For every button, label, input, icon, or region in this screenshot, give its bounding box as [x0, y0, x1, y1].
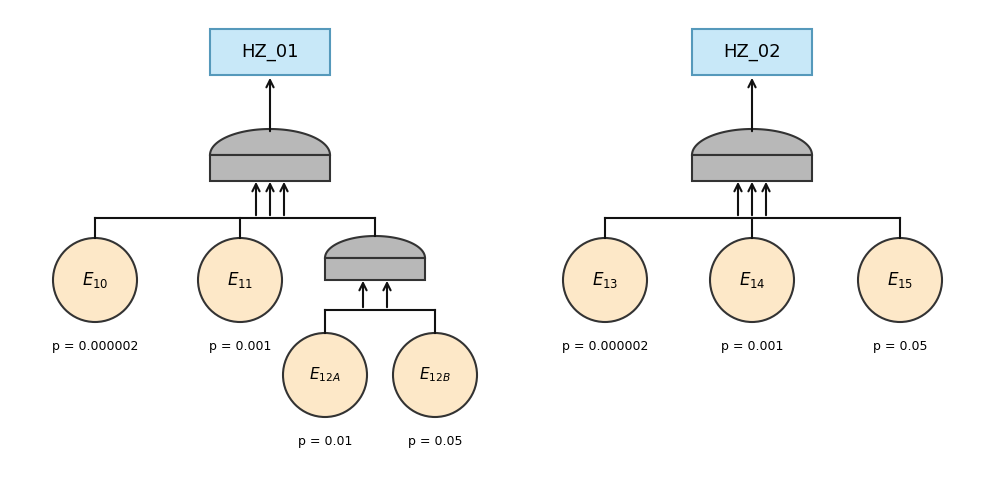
Text: p = 0.05: p = 0.05 — [873, 340, 927, 353]
Text: $E_{10}$: $E_{10}$ — [82, 270, 108, 290]
Polygon shape — [210, 129, 330, 155]
Circle shape — [53, 238, 137, 322]
Circle shape — [858, 238, 942, 322]
Text: p = 0.001: p = 0.001 — [209, 340, 271, 353]
Text: p = 0.000002: p = 0.000002 — [562, 340, 648, 353]
Text: p = 0.01: p = 0.01 — [298, 435, 352, 448]
Text: $E_{11}$: $E_{11}$ — [227, 270, 253, 290]
Text: p = 0.05: p = 0.05 — [408, 435, 462, 448]
Text: $E_{13}$: $E_{13}$ — [591, 270, 618, 290]
Text: $E_{15}$: $E_{15}$ — [887, 270, 913, 290]
Text: p = 0.000002: p = 0.000002 — [52, 340, 138, 353]
Circle shape — [563, 238, 647, 322]
Text: $E_{14}$: $E_{14}$ — [739, 270, 765, 290]
Circle shape — [198, 238, 282, 322]
Bar — [692, 155, 812, 181]
FancyBboxPatch shape — [692, 29, 812, 75]
Bar — [210, 155, 330, 181]
Circle shape — [283, 333, 367, 417]
Text: HZ_02: HZ_02 — [724, 43, 781, 61]
Polygon shape — [325, 236, 425, 258]
Text: $E_{12A}$: $E_{12A}$ — [309, 365, 341, 384]
Text: $E_{12B}$: $E_{12B}$ — [419, 365, 451, 384]
FancyBboxPatch shape — [210, 29, 330, 75]
Bar — [325, 258, 425, 280]
Polygon shape — [692, 129, 812, 155]
Circle shape — [393, 333, 477, 417]
Text: HZ_01: HZ_01 — [242, 43, 299, 61]
Text: p = 0.001: p = 0.001 — [721, 340, 783, 353]
Circle shape — [710, 238, 794, 322]
